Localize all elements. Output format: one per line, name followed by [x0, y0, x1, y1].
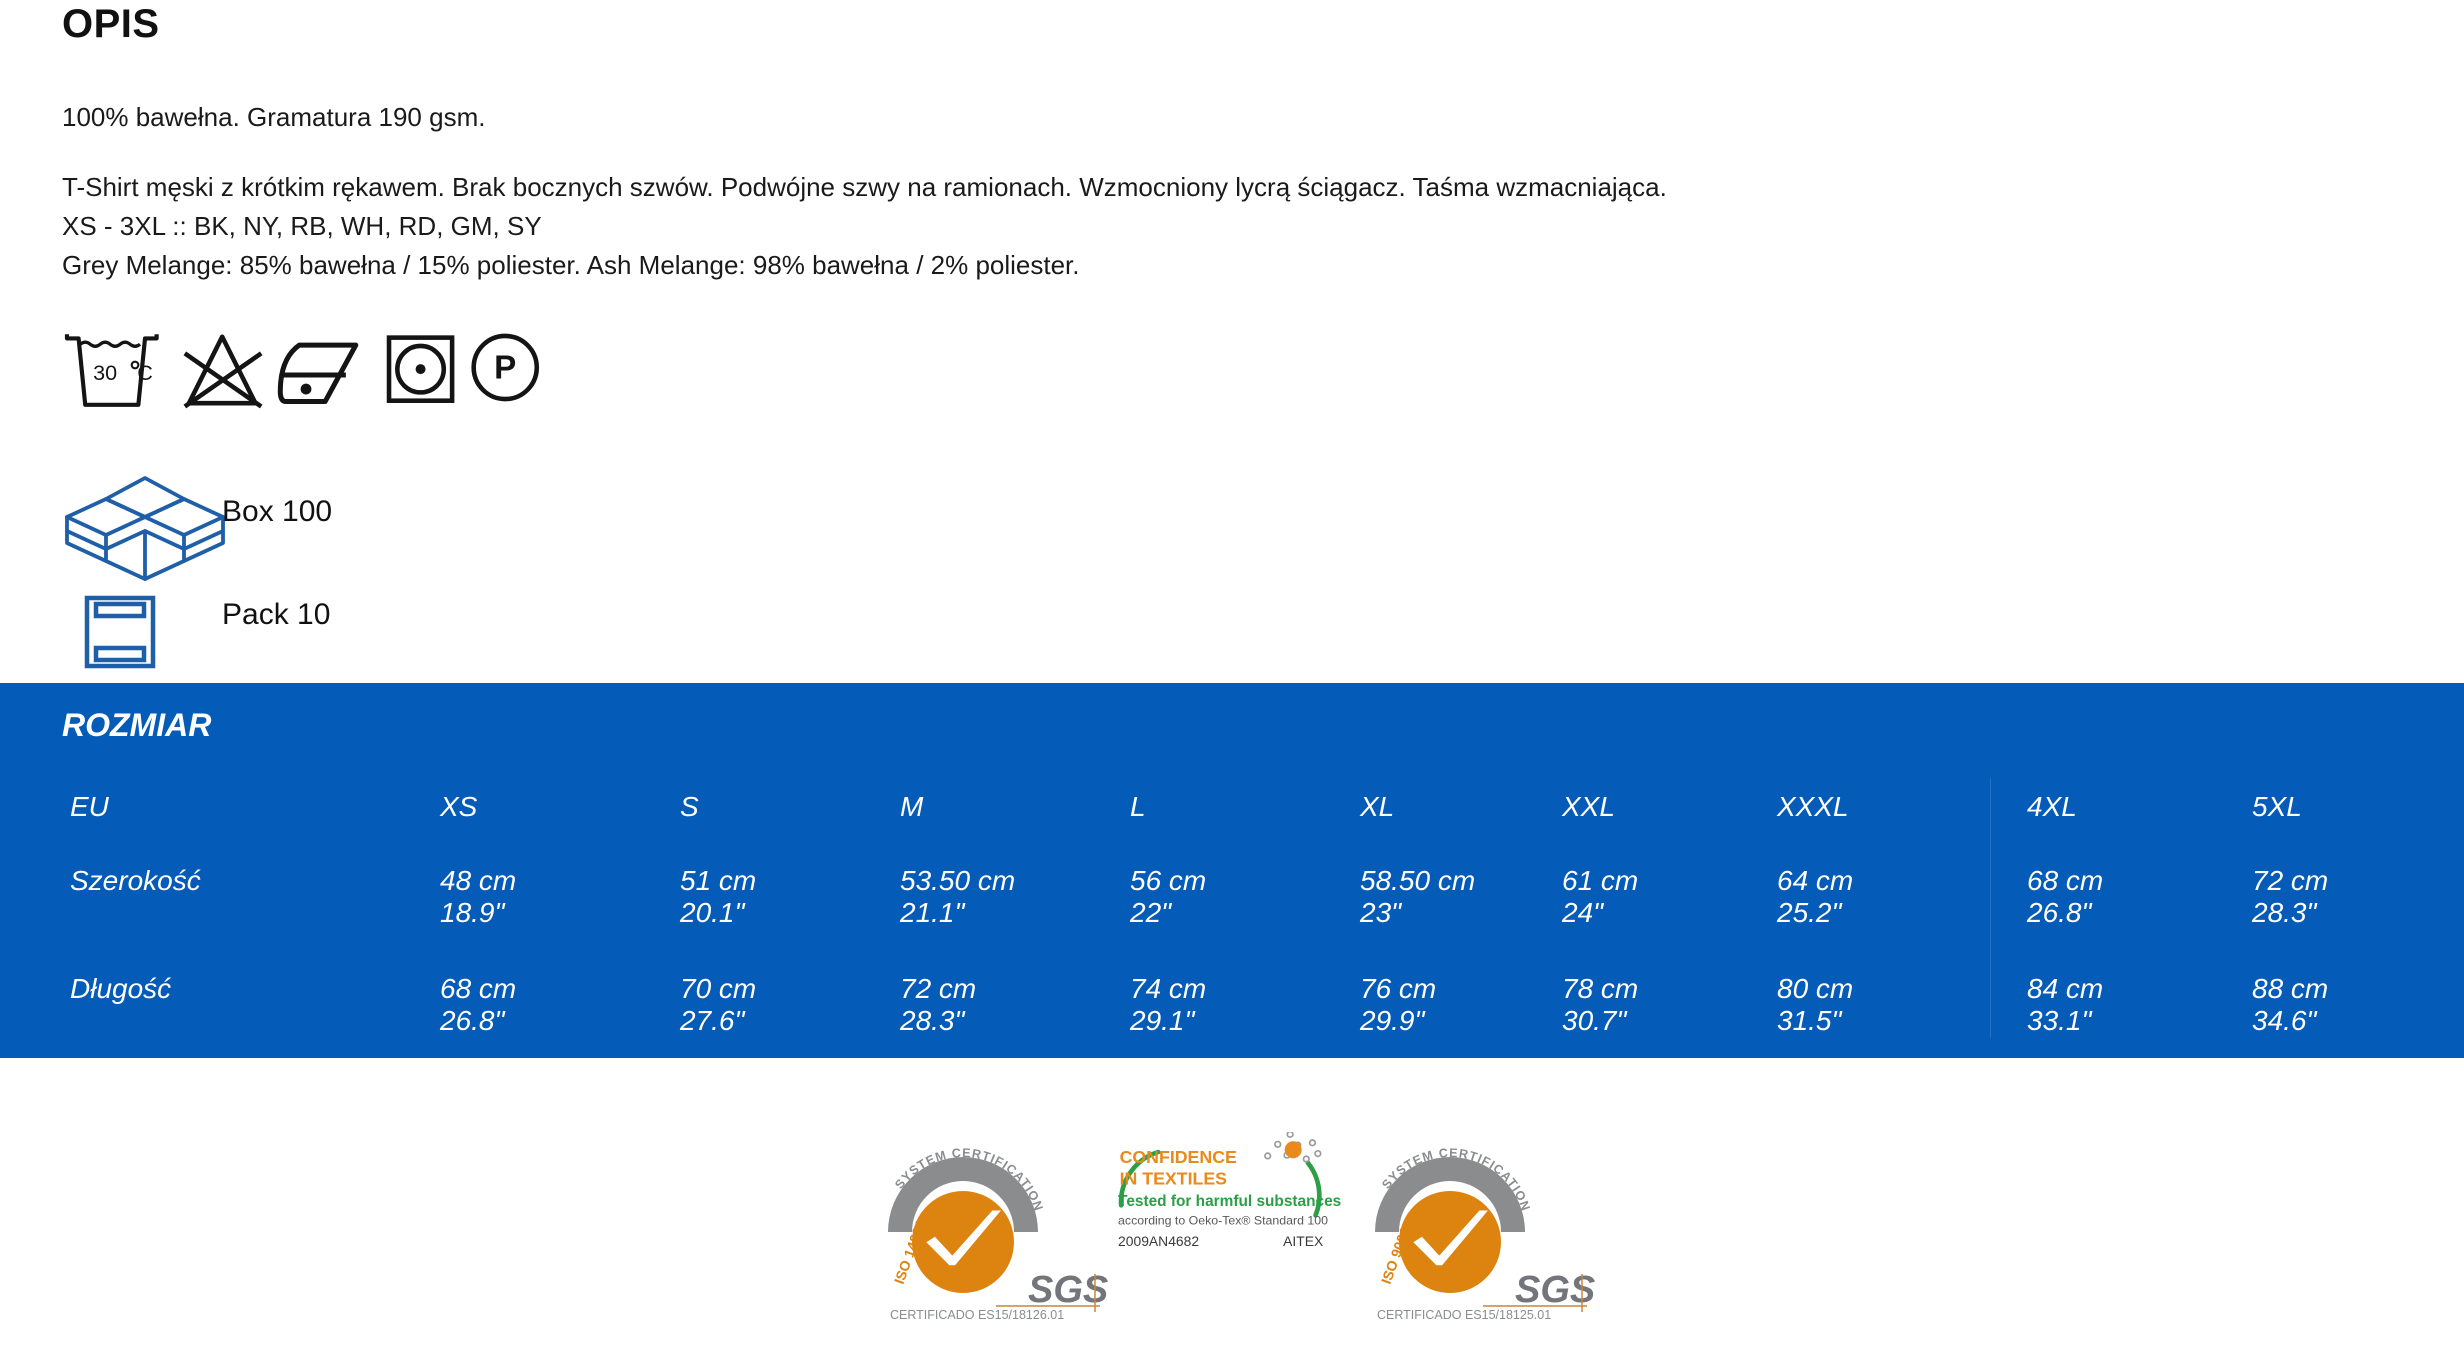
svg-text:CONFIDENCE: CONFIDENCE: [1120, 1147, 1237, 1167]
svg-text:SGS: SGS: [1515, 1269, 1595, 1311]
svg-text:according to Oeko-Tex® Standar: according to Oeko-Tex® Standard 100: [1118, 1214, 1328, 1228]
svg-text:2009AN4682: 2009AN4682: [1118, 1233, 1199, 1249]
svg-text:SGS: SGS: [1028, 1269, 1108, 1311]
svg-text:CERTIFICADO ES15/18126.01: CERTIFICADO ES15/18126.01: [890, 1308, 1064, 1322]
svg-text:AITEX: AITEX: [1283, 1233, 1323, 1249]
svg-text:30: 30: [93, 360, 117, 385]
svg-text:P: P: [494, 349, 516, 386]
svg-text:C: C: [137, 360, 153, 385]
svg-text:Tested for harmful substances: Tested for harmful substances: [1118, 1193, 1341, 1210]
svg-text:IN TEXTILES: IN TEXTILES: [1120, 1168, 1228, 1188]
svg-text:CERTIFICADO ES15/18125.01: CERTIFICADO ES15/18125.01: [1377, 1308, 1551, 1322]
